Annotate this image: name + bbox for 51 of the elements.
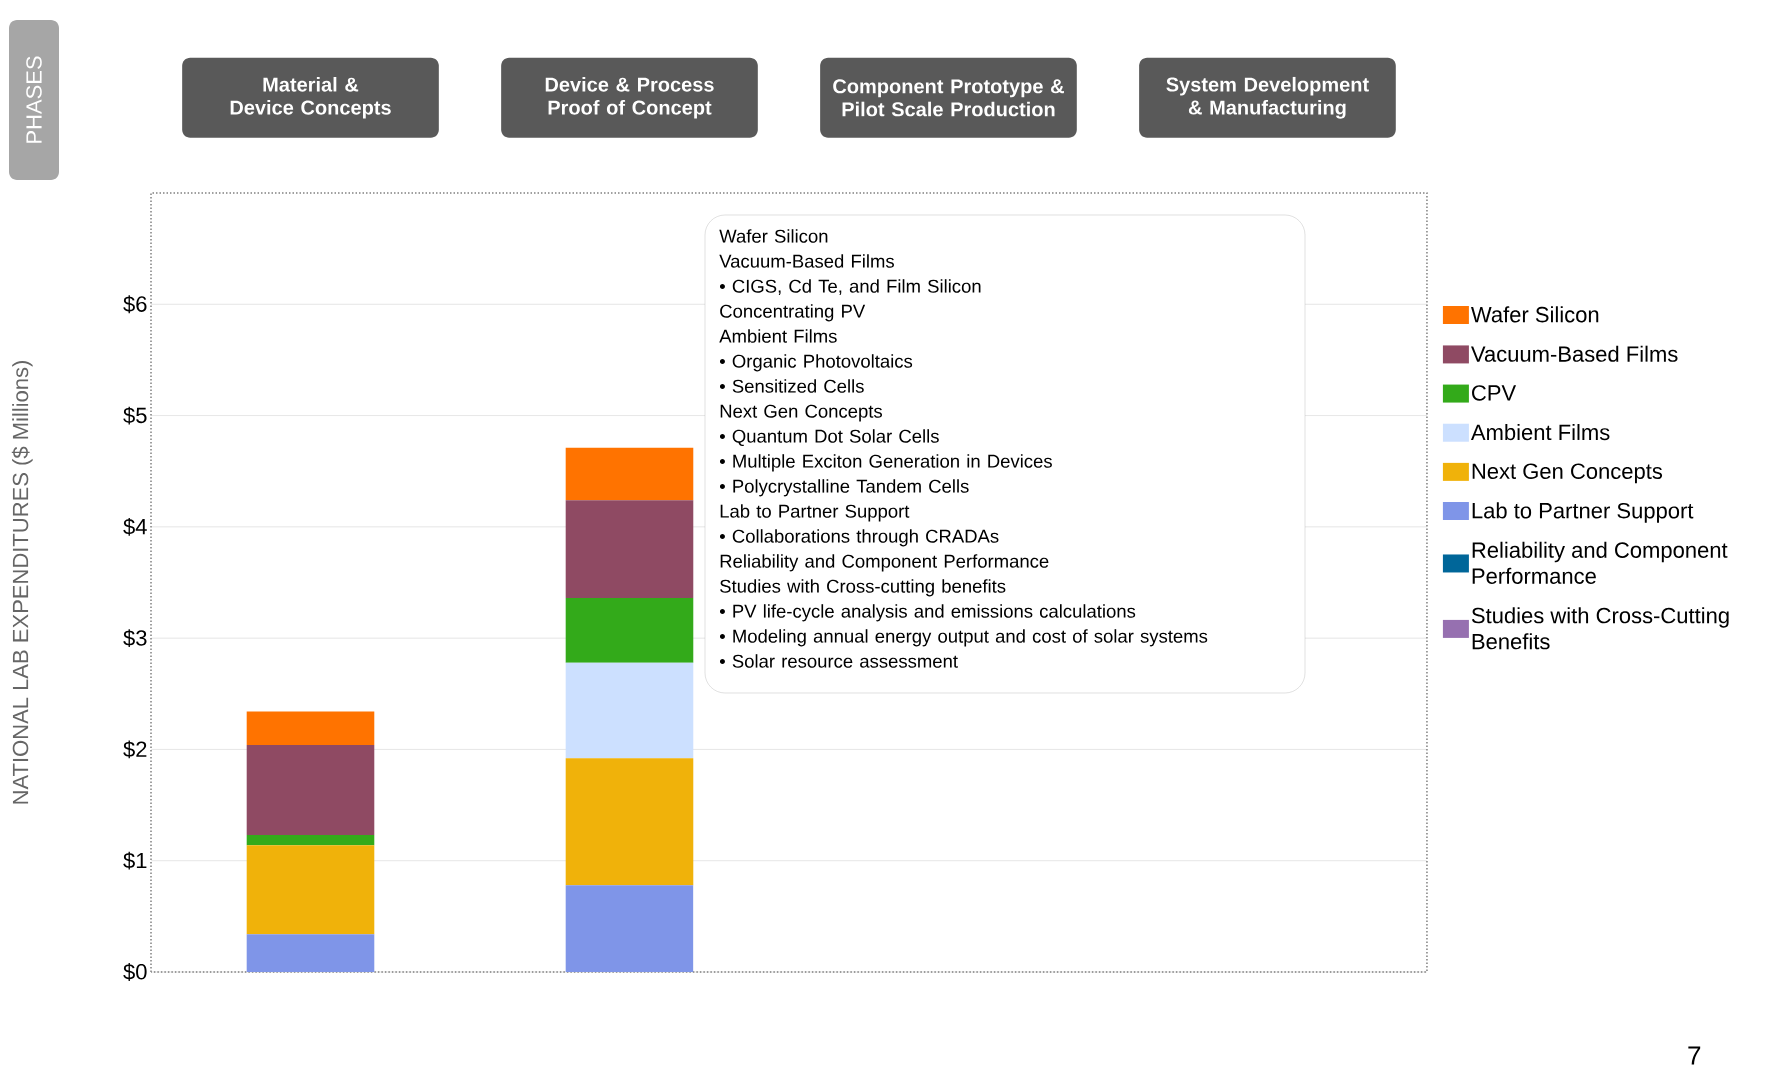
annotation: Reliability and Component Performance bbox=[720, 554, 1049, 572]
annotation: • PV life-cycle analysis and emissions calculations bbox=[719, 604, 1136, 622]
text: 7 bbox=[1688, 1046, 1701, 1065]
annotation: • Polycrystalline Tandem Cells bbox=[719, 479, 969, 497]
annotation: • Multiple Exciton Generation in Devices bbox=[719, 454, 1052, 472]
annotation: Ambient Films bbox=[719, 329, 837, 343]
bar bbox=[565, 447, 694, 501]
bar bbox=[246, 744, 375, 836]
y-tick-label: $0 bbox=[123, 963, 147, 981]
annotation: • Sensitized Cells bbox=[719, 379, 864, 393]
annotation: Concentrating PV bbox=[720, 304, 866, 322]
x-tick-label: Material & Device Concepts bbox=[230, 76, 391, 119]
bar bbox=[565, 885, 694, 972]
x-tick-label: Component Prototype & Pilot Scale Production bbox=[833, 79, 1064, 117]
y-tick-label: $2 bbox=[123, 740, 147, 759]
annotation: Next Gen Concepts bbox=[720, 404, 882, 422]
annotation: Lab to Partner Support bbox=[720, 504, 910, 522]
bar bbox=[565, 758, 694, 886]
x-tick-label: Device & Process Proof of Concept bbox=[545, 76, 714, 119]
bar bbox=[565, 662, 694, 759]
annotation: Studies with Cross-cutting benefits bbox=[720, 579, 1006, 597]
legend-label: CPV bbox=[1472, 385, 1517, 401]
annotation: Wafer Silicon bbox=[719, 229, 828, 243]
legend-label: Reliability and Component Performance bbox=[1472, 541, 1728, 584]
y-axis-title: NATIONAL LAB EXPENDITURES ($ Millions) bbox=[11, 361, 33, 804]
legend-label: Studies with Cross-Cutting Benefits bbox=[1471, 607, 1729, 650]
legend-label: Next Gen Concepts bbox=[1472, 463, 1663, 484]
legend-label: Vacuum-Based Films bbox=[1471, 345, 1678, 362]
bar bbox=[565, 598, 694, 663]
annotation: Vacuum-Based Films bbox=[719, 254, 894, 268]
bar bbox=[246, 934, 375, 972]
y-tick-label: $6 bbox=[123, 295, 147, 314]
annotation: • Solar resource assessment bbox=[719, 654, 958, 668]
bar bbox=[246, 711, 375, 745]
y-tick-label: $3 bbox=[123, 629, 147, 648]
bar bbox=[565, 500, 694, 599]
annotation: • Collaborations through CRADAs bbox=[719, 529, 999, 547]
legend-label: Lab to Partner Support bbox=[1472, 502, 1694, 523]
bar bbox=[246, 845, 375, 935]
annotation: • Modeling annual energy output and cost of solar systems bbox=[719, 629, 1208, 647]
y-tick-label: $4 bbox=[123, 517, 147, 536]
annotation: • CIGS, Cd Te, and Film Silicon bbox=[719, 279, 981, 295]
x-tick-label: System Development & Manufacturing bbox=[1166, 76, 1369, 119]
legend-label: Wafer Silicon bbox=[1471, 306, 1599, 323]
bar bbox=[246, 835, 375, 846]
annotation: • Quantum Dot Solar Cells bbox=[719, 429, 939, 447]
annotation: • Organic Photovoltaics bbox=[719, 354, 913, 372]
y-tick-label: $1 bbox=[123, 851, 147, 870]
text: PHASES bbox=[26, 56, 42, 143]
y-tick-label: $5 bbox=[123, 406, 147, 425]
legend-label: Ambient Films bbox=[1470, 423, 1610, 441]
